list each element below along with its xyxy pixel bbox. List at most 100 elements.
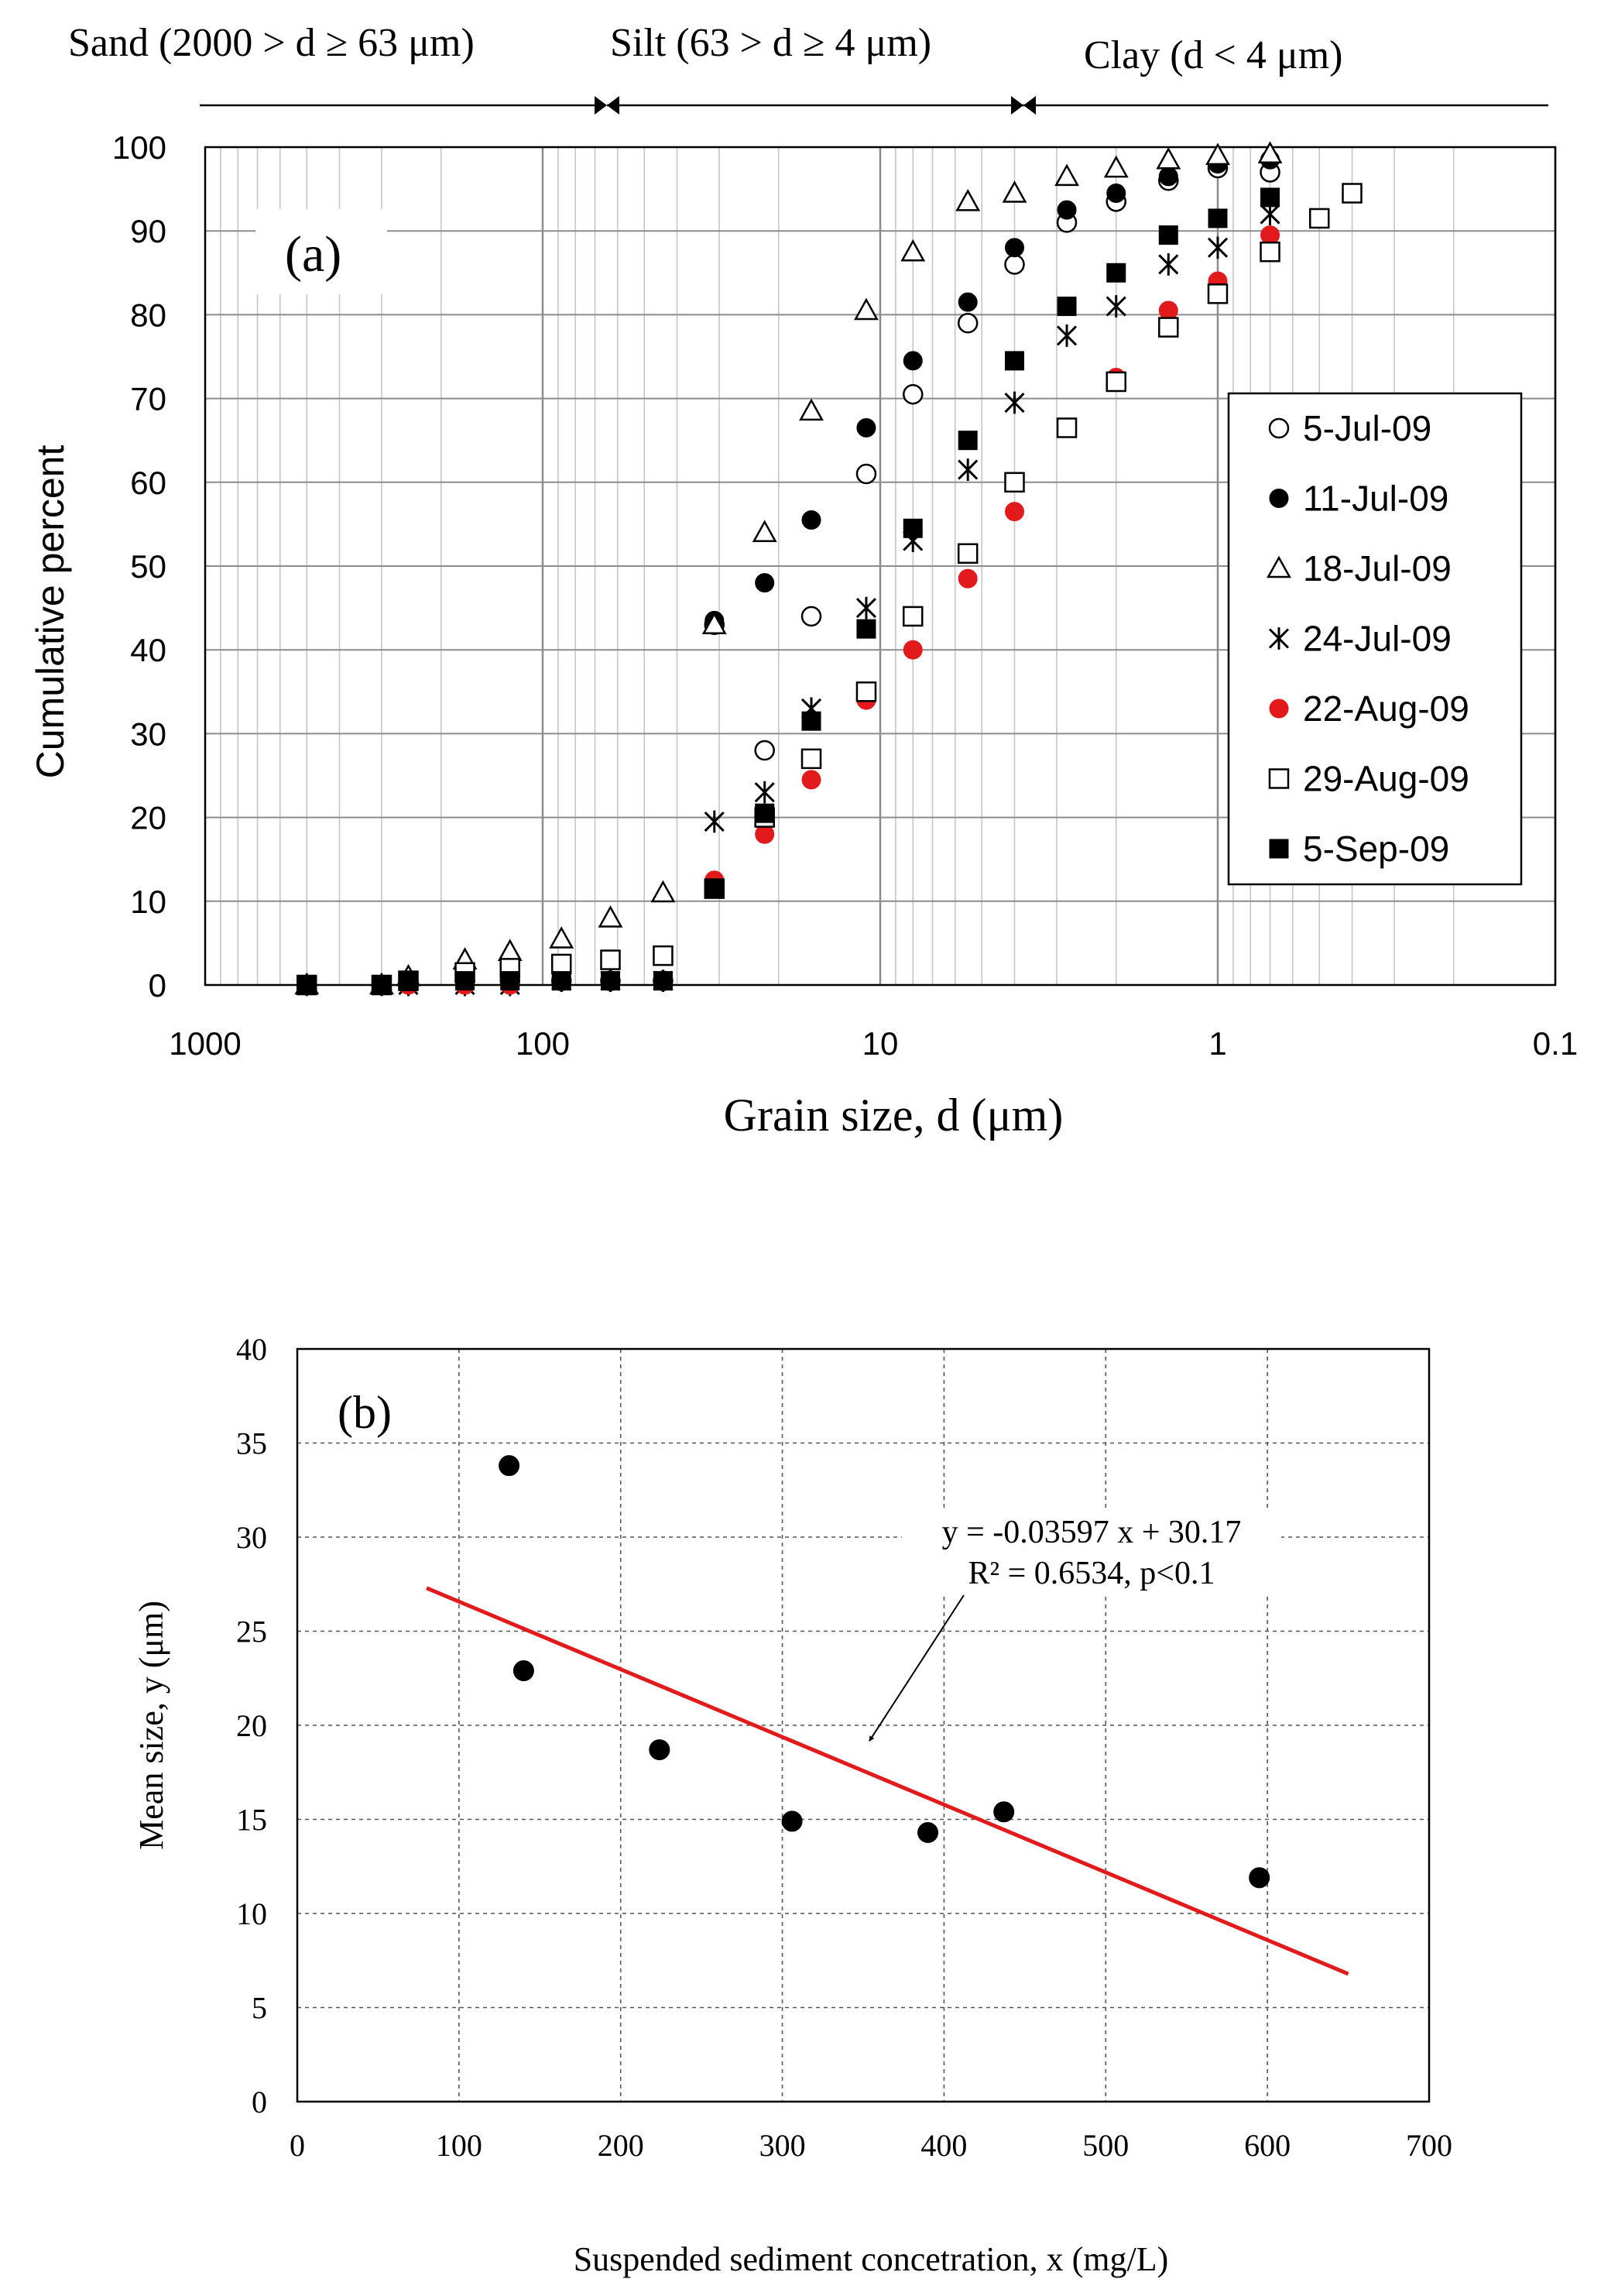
panel-a-point — [1205, 142, 1230, 166]
panel-a-x-tick-label: 100 — [516, 1025, 570, 1062]
panel-a-point — [855, 463, 877, 485]
trendline — [426, 1586, 1349, 1976]
panel-a-point — [398, 971, 418, 991]
panel-a-point — [1103, 155, 1129, 178]
panel-b-y-tick-labels: 0 5 10 15 20 25 30 35 40 — [236, 1332, 267, 2119]
legend-marker — [1268, 627, 1290, 650]
panel-a-point — [701, 612, 727, 635]
silt-arrowhead-right — [1011, 96, 1023, 115]
panel-a-point — [958, 568, 978, 589]
panel-a-point — [855, 681, 877, 702]
panel-a-x-tick-label: 1 — [1208, 1025, 1226, 1062]
panel-a-point — [1106, 295, 1126, 317]
panel-a-point — [755, 803, 775, 823]
panel-a-label-backdrop — [255, 209, 387, 294]
panel-a-point — [1004, 391, 1025, 414]
panel-a-data-points — [294, 141, 1363, 997]
panel-a-point — [551, 971, 571, 991]
panel-b-point — [512, 1660, 534, 1682]
panel-a-y-tick-label: 0 — [149, 967, 166, 1004]
clay-class-label: Clay (d < 4 μm) — [1084, 33, 1343, 77]
sand-arrowhead-right — [595, 96, 607, 115]
panel-b-x-tick-labels: 0 100 200 300 400 500 600 700 — [290, 2128, 1452, 2163]
panel-a-point — [1005, 351, 1025, 371]
panel-a-point — [958, 458, 979, 481]
panel-b-plot-area — [296, 1347, 1431, 2103]
panel-b-y-tick-label: 15 — [236, 1803, 267, 1838]
panel-a-x-tick-label: 0.1 — [1533, 1025, 1578, 1062]
panel-a-y-tick-label: 40 — [130, 632, 166, 668]
legend-label: 22-Aug-09 — [1303, 688, 1469, 729]
panel-a-point — [903, 383, 924, 405]
panel-a-y-tick-label: 10 — [130, 884, 166, 920]
panel-a-point — [704, 879, 725, 899]
panel-b-x-tick-label: 500 — [1082, 2128, 1129, 2163]
trendline-r-squared: R² = 0.6534, p<0.1 — [968, 1556, 1215, 1591]
panel-a-y-tick-label: 20 — [130, 800, 166, 836]
panel-a-y-tick-label: 50 — [130, 548, 166, 585]
panel-a-point — [1208, 208, 1228, 228]
legend-marker — [1269, 839, 1289, 859]
panel-b-label: (b) — [338, 1387, 392, 1438]
panel-a-point — [500, 971, 520, 991]
panel-a-point — [600, 971, 620, 991]
panel-a-point — [799, 398, 824, 421]
panel-a-point — [600, 949, 621, 970]
panel-a-point — [1057, 297, 1077, 317]
panel-b-y-tick-label: 0 — [252, 2085, 267, 2119]
panel-b-x-tick-label: 300 — [759, 2128, 806, 2163]
panel-a-point — [801, 510, 821, 530]
panel-b-y-tick-label: 30 — [236, 1520, 267, 1555]
panel-a-plot-area — [204, 146, 1557, 987]
panel-b-x-tick-label: 400 — [920, 2128, 967, 2163]
legend-label: 5-Sep-09 — [1303, 829, 1449, 869]
panel-a-point — [856, 417, 876, 438]
panel-a-point — [903, 351, 923, 371]
panel-b-x-tick-label: 100 — [436, 2128, 482, 2163]
panel-b-point — [1249, 1867, 1270, 1889]
panel-a-point — [1260, 187, 1280, 208]
panel-a-point — [1156, 146, 1181, 170]
legend-marker — [1269, 698, 1289, 719]
legend-label: 29-Aug-09 — [1303, 759, 1469, 799]
equation-pointer-arrow — [869, 1594, 965, 1742]
panel-b-point — [917, 1822, 939, 1844]
panel-a-point — [1004, 254, 1025, 275]
panel-a-y-tick-label: 80 — [130, 297, 166, 333]
panel-b-y-tick-label: 10 — [236, 1896, 267, 1931]
panel-a-point — [754, 740, 775, 761]
panel-b-y-tick-label: 35 — [236, 1426, 267, 1461]
panel-a-point — [372, 975, 392, 995]
panel-b-x-tick-label: 700 — [1406, 2128, 1452, 2163]
panel-a-point — [1207, 236, 1229, 259]
panel-a-point — [903, 640, 923, 660]
panel-a-point — [855, 596, 877, 619]
panel-a-point — [653, 971, 673, 991]
panel-a-point — [653, 945, 674, 966]
legend-marker — [1269, 489, 1289, 508]
panel-a-point — [1158, 225, 1178, 245]
panel-a-point — [801, 770, 821, 790]
panel-a-point — [455, 971, 475, 991]
panel-b-y-tick-label: 40 — [236, 1332, 267, 1367]
equation-backdrop — [902, 1508, 1281, 1595]
panel-a-point — [903, 606, 924, 627]
legend-label: 18-Jul-09 — [1303, 548, 1452, 589]
panel-a-x-tick-labels: 1000 100 10 1 0.1 — [169, 1025, 1578, 1062]
panel-a-point — [754, 781, 775, 804]
panel-a-label: (a) — [285, 226, 341, 283]
legend-label: 5-Jul-09 — [1303, 408, 1431, 448]
panel-a-point — [1005, 502, 1025, 522]
legend-label: 11-Jul-09 — [1303, 479, 1448, 519]
panel-a-y-tick-label: 30 — [130, 716, 166, 752]
panel-a-point — [1054, 163, 1079, 187]
panel-a-y-tick-labels: 0 10 20 30 40 50 60 70 80 90 100 — [112, 129, 166, 1004]
panel-a-x-tick-label: 10 — [862, 1025, 899, 1062]
panel-a-point — [704, 810, 725, 833]
panel-a-point — [800, 606, 822, 627]
panel-b-point — [781, 1810, 803, 1832]
panel-a-point — [1005, 238, 1025, 258]
panel-b-point — [993, 1801, 1015, 1823]
